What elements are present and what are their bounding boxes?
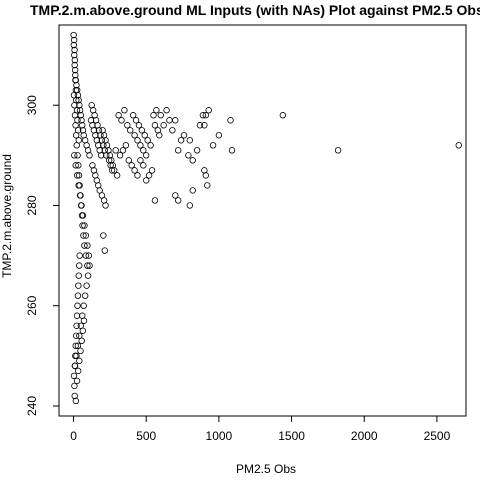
x-tick-label: 1500	[278, 429, 305, 443]
x-tick-label: 2500	[424, 429, 451, 443]
x-axis-label: PM2.5 Obs	[236, 462, 296, 476]
y-tick-label: 260	[25, 295, 39, 315]
y-axis-label: TMP.2.m.above.ground	[0, 154, 14, 278]
x-tick-label: 500	[136, 429, 156, 443]
chart-title: TMP.2.m.above.ground ML Inputs (with NAs…	[30, 2, 480, 18]
y-tick-label: 280	[25, 195, 39, 215]
y-tick-label: 300	[25, 95, 39, 115]
x-tick-label: 2000	[351, 429, 378, 443]
x-tick-label: 0	[70, 429, 77, 443]
x-tick-label: 1000	[206, 429, 233, 443]
y-tick-label: 240	[25, 396, 39, 416]
